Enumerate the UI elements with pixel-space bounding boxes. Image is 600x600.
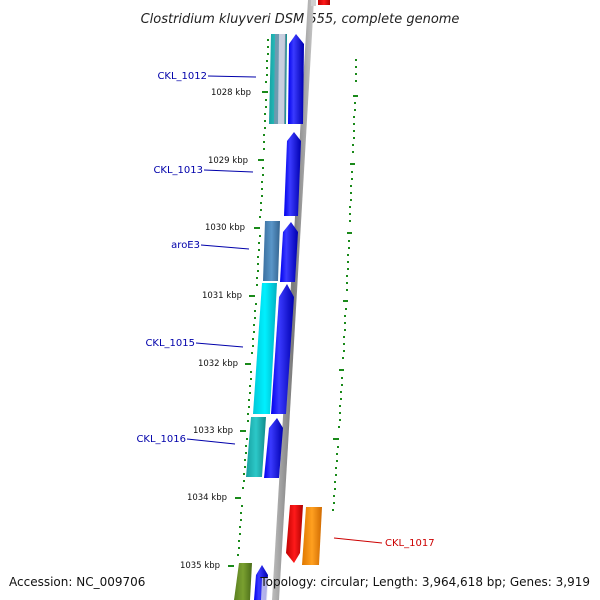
gene-ckl-1012-forward [288,34,304,124]
scale-tick-label: 1030 kbp [205,223,245,233]
gene-aroe3-reverse [263,221,280,281]
gene-ckl-1017-orange [302,507,322,565]
gene-aroe3-forward [280,222,298,282]
feature-top-red [318,0,330,5]
gene-ckl-1013-forward [284,132,301,216]
outer-tick-ring [332,60,358,510]
gene-label-ckl-1017[interactable]: CKL_1017 [385,538,435,549]
feature-top-grey [311,0,316,6]
scale-tick-label: 1031 kbp [202,291,242,301]
genome-summary-text: Topology: circular; Length: 3,964,618 bp… [259,575,590,589]
scale-tick-label: 1029 kbp [208,156,248,166]
gene-label-ckl-1016[interactable]: CKL_1016 [136,434,186,445]
scale-tick-label: 1032 kbp [198,359,238,369]
scale-tick-label: 1033 kbp [193,426,233,436]
gene-ckl-1017-red [286,505,303,563]
scale-tick-label: 1035 kbp [180,561,220,571]
gene-bottom-olive [234,563,252,600]
scale-tick-label: 1028 kbp [211,88,251,98]
scale-tick-label: 1034 kbp [187,493,227,503]
gene-ckl-1016-reverse [246,417,266,477]
gene-label-aroe3[interactable]: aroE3 [171,240,200,251]
gene-label-ckl-1012[interactable]: CKL_1012 [157,71,207,82]
genome-map: Clostridium kluyveri DSM 555, complete g… [0,0,600,600]
map-title: Clostridium kluyveri DSM 555, complete g… [141,12,460,27]
gene-label-ckl-1015[interactable]: CKL_1015 [145,338,195,349]
gene-ckl-1012-light [278,34,285,124]
accession-text: Accession: NC_009706 [9,575,145,589]
gene-label-ckl-1013[interactable]: CKL_1013 [153,165,203,176]
